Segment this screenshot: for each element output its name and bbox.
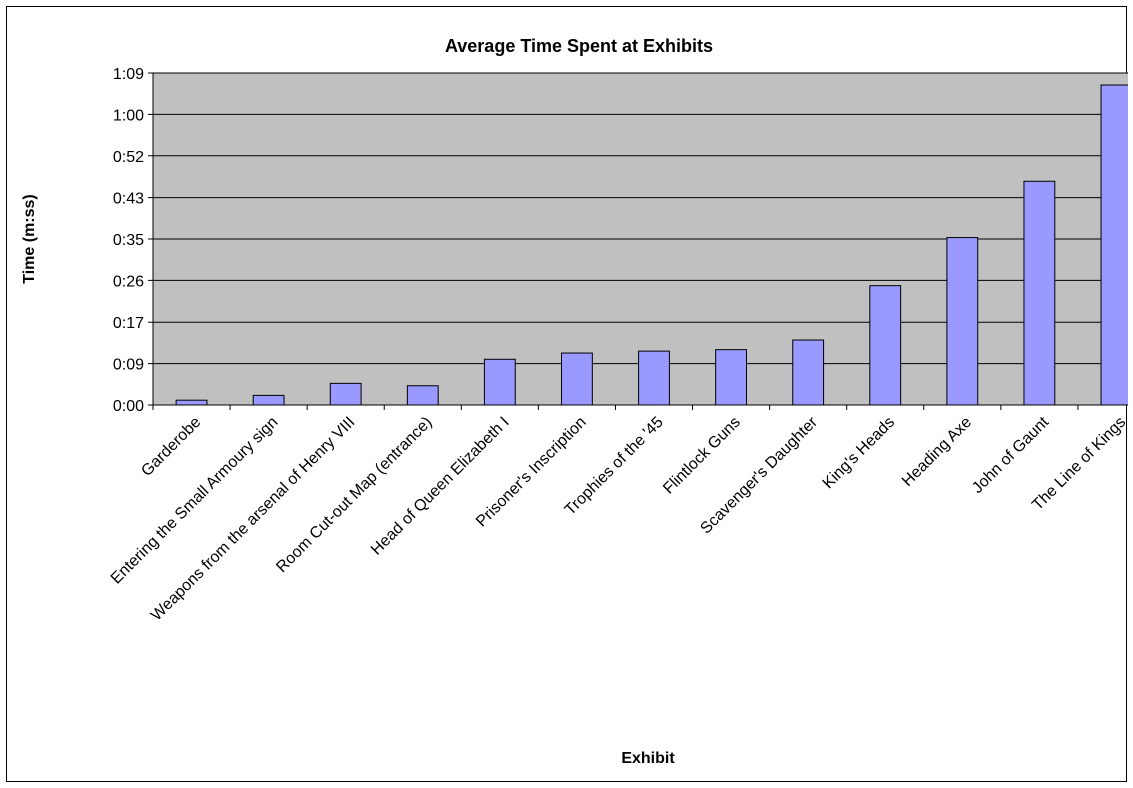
- x-tick-label: Head of Queen Elizabeth I: [368, 414, 513, 559]
- y-tick-label: 0:09: [113, 357, 144, 374]
- x-tick-label: Garderobe: [138, 414, 204, 480]
- chart-frame: Average Time Spent at Exhibits 0:00 0:09 0…: [6, 6, 1128, 782]
- x-tick-label: John of Gaunt: [969, 413, 1052, 496]
- y-tick-label: 0:52: [113, 149, 144, 166]
- y-tick-label: 0:17: [113, 315, 144, 332]
- y-axis-title: Time (m:ss): [21, 194, 38, 284]
- bar: [1023, 180, 1056, 406]
- y-tick-label: 0:35: [113, 232, 144, 249]
- x-tick-label: Room Cut-out Map (entrance): [273, 414, 435, 576]
- bar: [175, 399, 208, 406]
- bar: [869, 285, 902, 406]
- bar: [483, 358, 516, 406]
- x-tick-label: King's Heads: [820, 414, 898, 492]
- y-axis-ticks: 0:00 0:09 0:17 0:26 0:35 0:43 0:52 1:00 1:09: [113, 66, 153, 415]
- bar: [715, 349, 747, 406]
- y-tick-label: 0:00: [113, 398, 144, 415]
- x-axis-ticks: [152, 405, 1079, 410]
- y-tick-label: 1:09: [113, 66, 144, 83]
- x-tick-label: Heading Axe: [899, 414, 975, 490]
- bar: [792, 339, 825, 406]
- chart-title: Average Time Spent at Exhibits: [445, 36, 713, 56]
- y-tick-label: 0:43: [113, 191, 144, 208]
- y-tick-label: 0:26: [113, 273, 144, 290]
- bar-chart: Average Time Spent at Exhibits 0:000:090…: [21, 36, 1128, 767]
- x-axis-title: Exhibit: [621, 750, 675, 767]
- bar: [406, 385, 439, 406]
- bars: [175, 84, 1128, 406]
- bar: [638, 350, 670, 406]
- bar: [1100, 84, 1128, 406]
- x-tick-label: Flintlock Guns: [660, 414, 744, 498]
- x-tick-label: Entering the Small Armoury sign: [108, 414, 282, 588]
- bar: [561, 352, 593, 406]
- bar: [329, 382, 362, 406]
- bar: [252, 394, 285, 406]
- bar: [946, 237, 979, 406]
- y-tick-label: 1:00: [113, 107, 144, 124]
